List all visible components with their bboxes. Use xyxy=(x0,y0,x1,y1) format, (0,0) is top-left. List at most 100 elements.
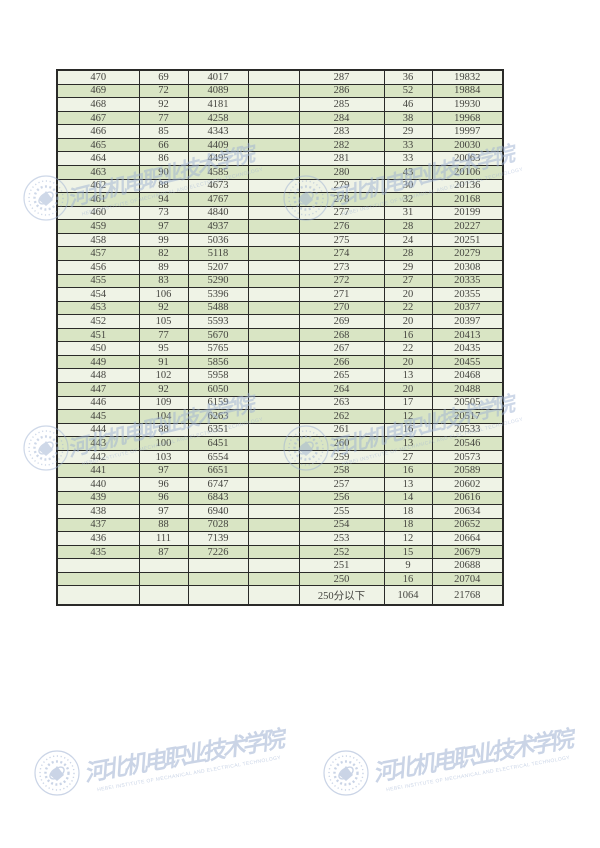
table-row: 447 92 6050 264 20 20488 xyxy=(56,382,504,397)
table-row: 459 97 4937 276 28 20227 xyxy=(56,219,504,234)
cell-score-left: 464 xyxy=(56,151,140,166)
cell-count-left: 89 xyxy=(138,259,189,275)
table-row: 440 96 6747 257 13 20602 xyxy=(56,476,504,492)
watermark-cn-text: 河北机电职业技术学院 xyxy=(371,726,573,787)
cell-spacer xyxy=(247,259,300,275)
cell-count-left: 91 xyxy=(138,354,189,370)
table-row: 251 9 20688 xyxy=(56,558,504,573)
cell-cumulative-right: 20652 xyxy=(431,517,504,533)
cell-score-right: 256 xyxy=(298,490,385,506)
cell-score-left: 442 xyxy=(56,449,140,465)
cell-count-right: 17 xyxy=(383,395,433,411)
cell-spacer xyxy=(247,137,300,153)
cell-cumulative-right: 21768 xyxy=(431,585,504,606)
cell-score-right: 261 xyxy=(298,422,385,438)
cell-score-right: 251 xyxy=(298,558,385,573)
cell-count-right: 33 xyxy=(383,151,433,166)
cell-cumulative-right: 20505 xyxy=(431,395,504,411)
table-row: 467 77 4258 284 38 19968 xyxy=(56,110,504,126)
table-row: 451 77 5670 268 16 20413 xyxy=(56,327,504,343)
cell-score-right: 250分以下 xyxy=(298,585,385,606)
table-row: 444 88 6351 261 16 20533 xyxy=(56,422,504,438)
cell-count-left: 86 xyxy=(138,151,189,166)
cell-score-left: 470 xyxy=(56,69,140,85)
cell-count-left: 92 xyxy=(138,300,189,316)
table-row: 448 102 5958 265 13 20468 xyxy=(56,368,504,383)
cell-score-right: 252 xyxy=(298,544,385,560)
cell-spacer xyxy=(247,341,300,356)
cell-cumulative-right: 20377 xyxy=(431,300,504,316)
watermark-en-text: HEBEI INSTITUTE OF MECHANICAL AND ELECTR… xyxy=(385,754,571,794)
cell-count-right: 33 xyxy=(383,137,433,153)
cell-count-left: 88 xyxy=(138,178,189,194)
cell-count-right: 9 xyxy=(383,558,433,573)
cell-count-left: 73 xyxy=(138,205,189,221)
cell-count-left: 66 xyxy=(138,137,189,153)
cell-spacer xyxy=(247,110,300,126)
cell-score-right: 255 xyxy=(298,504,385,519)
cell-spacer xyxy=(247,449,300,465)
cell-score-right: 279 xyxy=(298,178,385,194)
cell-cumulative-left: 4937 xyxy=(187,219,249,234)
cell-count-left: 77 xyxy=(138,327,189,343)
cell-score-right: 258 xyxy=(298,463,385,478)
cell-score-right: 264 xyxy=(298,382,385,397)
cell-cumulative-left: 4585 xyxy=(187,165,249,180)
cell-cumulative-right: 20488 xyxy=(431,382,504,397)
cell-cumulative-left: 6554 xyxy=(187,449,249,465)
cell-cumulative-right: 20533 xyxy=(431,422,504,438)
cell-cumulative-right: 20106 xyxy=(431,165,504,180)
cell-spacer xyxy=(247,192,300,207)
cell-cumulative-right: 20251 xyxy=(431,232,504,248)
cell-score-right: 259 xyxy=(298,449,385,465)
cell-cumulative-left: 5036 xyxy=(187,232,249,248)
cell-spacer xyxy=(247,124,300,139)
cell-count-left: 77 xyxy=(138,110,189,126)
cell-count-right: 30 xyxy=(383,178,433,194)
table-row: 449 91 5856 266 20 20455 xyxy=(56,354,504,370)
cell-score-right: 253 xyxy=(298,531,385,546)
cell-score-right: 284 xyxy=(298,110,385,126)
cell-score-right: 283 xyxy=(298,124,385,139)
cell-count-left: 97 xyxy=(138,463,189,478)
cell-spacer xyxy=(247,232,300,248)
cell-cumulative-right: 20546 xyxy=(431,436,504,451)
cell-cumulative-left: 6843 xyxy=(187,490,249,506)
table-row: 250分以下 1064 21768 xyxy=(56,585,504,606)
cell-count-right: 13 xyxy=(383,368,433,383)
cell-count-left: 96 xyxy=(138,490,189,506)
cell-count-right: 24 xyxy=(383,232,433,248)
cell-count-left: 99 xyxy=(138,232,189,248)
table-row: 470 69 4017 287 36 19832 xyxy=(56,69,504,85)
cell-score-right: 270 xyxy=(298,300,385,316)
table-row: 442 103 6554 259 27 20573 xyxy=(56,449,504,465)
cell-count-left: 104 xyxy=(138,409,189,424)
cell-spacer xyxy=(247,517,300,533)
cell-cumulative-right: 19884 xyxy=(431,83,504,99)
cell-count-left: 87 xyxy=(138,544,189,560)
cell-count-left: 111 xyxy=(138,531,189,546)
cell-score-left: 448 xyxy=(56,368,140,383)
school-seal-icon xyxy=(323,750,369,796)
cell-count-right: 28 xyxy=(383,246,433,261)
cell-score-left: 445 xyxy=(56,409,140,424)
cell-cumulative-right: 20704 xyxy=(431,571,504,587)
table-row: 469 72 4089 286 52 19884 xyxy=(56,83,504,99)
cell-cumulative-left: 4258 xyxy=(187,110,249,126)
cell-score-right: 273 xyxy=(298,259,385,275)
cell-count-left: 97 xyxy=(138,219,189,234)
cell-spacer xyxy=(247,287,300,302)
cell-cumulative-left: 6351 xyxy=(187,422,249,438)
cell-score-left: 463 xyxy=(56,165,140,180)
cell-cumulative-left: 6451 xyxy=(187,436,249,451)
cell-count-left: 90 xyxy=(138,165,189,180)
cell-score-left: 457 xyxy=(56,246,140,261)
cell-count-right: 18 xyxy=(383,504,433,519)
cell-score-left: 449 xyxy=(56,354,140,370)
cell-score-left: 444 xyxy=(56,422,140,438)
cell-spacer xyxy=(247,205,300,221)
cell-count-right: 16 xyxy=(383,571,433,587)
cell-spacer xyxy=(247,463,300,478)
table-row: 466 85 4343 283 29 19997 xyxy=(56,124,504,139)
table-row: 446 109 6159 263 17 20505 xyxy=(56,395,504,411)
